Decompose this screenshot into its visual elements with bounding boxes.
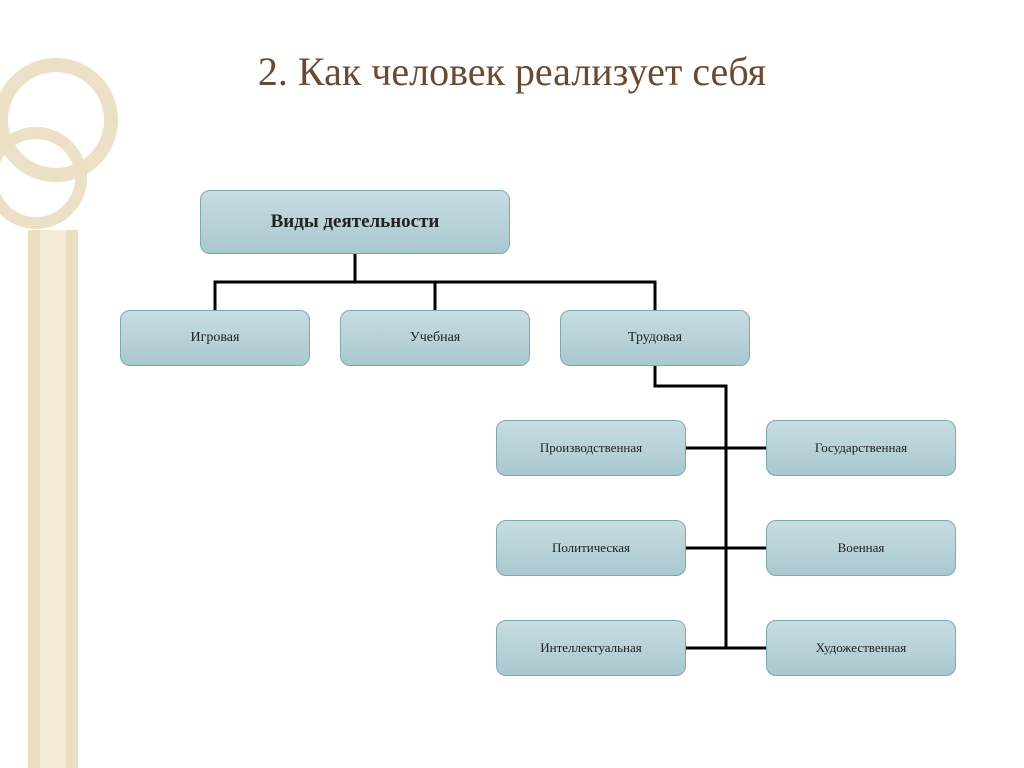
node-c3-label: Трудовая (628, 330, 682, 346)
node-l2-label: Политическая (552, 540, 630, 556)
node-r1-label: Государственная (815, 440, 907, 456)
node-l1: Производственная (496, 420, 686, 476)
deco-circle-2 (0, 133, 81, 223)
deco-ribbon-inner (40, 230, 66, 768)
node-l3-label: Интеллектуальная (540, 640, 642, 656)
node-l1-label: Производственная (540, 440, 642, 456)
node-root-label: Виды деятельности (271, 211, 440, 233)
node-c1-label: Игровая (191, 330, 240, 346)
deco-ribbon-outer (28, 230, 78, 768)
node-c3: Трудовая (560, 310, 750, 366)
slide-title: 2. Как человек реализует себя (0, 48, 1024, 95)
node-c2-label: Учебная (410, 330, 460, 346)
node-l2: Политическая (496, 520, 686, 576)
node-c2: Учебная (340, 310, 530, 366)
node-r2-label: Военная (838, 540, 885, 556)
node-r2: Военная (766, 520, 956, 576)
node-r3-label: Художественная (816, 640, 907, 656)
node-l3: Интеллектуальная (496, 620, 686, 676)
node-root: Виды деятельности (200, 190, 510, 254)
node-r3: Художественная (766, 620, 956, 676)
slide-decoration (0, 0, 150, 768)
slide: 2. Как человек реализует себя Виды деяте… (0, 0, 1024, 768)
node-r1: Государственная (766, 420, 956, 476)
node-c1: Игровая (120, 310, 310, 366)
